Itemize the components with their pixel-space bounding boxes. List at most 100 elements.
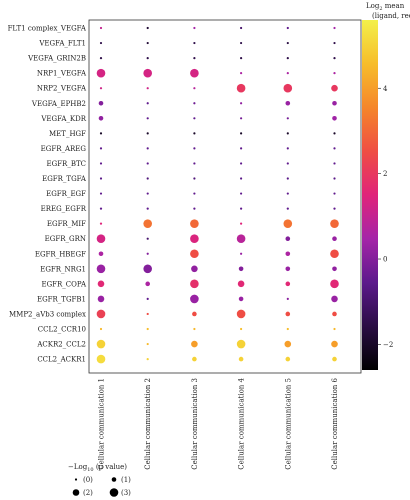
dot — [99, 147, 103, 150]
dot — [286, 162, 289, 165]
dot — [143, 68, 152, 78]
dot — [193, 132, 196, 135]
dot — [146, 162, 149, 165]
dot — [97, 280, 105, 288]
dot — [146, 117, 149, 120]
dot — [240, 222, 243, 225]
dot — [96, 339, 106, 349]
dot — [283, 83, 293, 93]
dot — [191, 340, 198, 348]
dot — [286, 297, 289, 300]
dot — [98, 251, 104, 257]
dot — [240, 102, 243, 105]
dot — [333, 26, 336, 30]
row-label: EGFR_NRG1 — [40, 265, 86, 273]
dot — [240, 207, 243, 210]
dot — [333, 192, 336, 195]
colorbar-title: Log2 mean — [366, 2, 405, 12]
dot — [99, 132, 103, 135]
dot — [330, 249, 339, 259]
dot — [240, 26, 243, 30]
dot — [285, 266, 291, 272]
dot — [332, 266, 337, 272]
dot — [190, 219, 199, 228]
dot — [285, 311, 291, 317]
dot — [285, 100, 291, 106]
dot — [331, 84, 338, 92]
dot — [193, 87, 196, 90]
dot — [96, 68, 106, 78]
row-label: EREG_EGFR — [41, 205, 87, 213]
dot — [192, 356, 197, 362]
row-label: VEGFA_KDR — [40, 115, 86, 123]
legend-dot — [74, 478, 78, 481]
colorbar-tick-label: −2 — [383, 341, 393, 349]
dot — [238, 266, 244, 272]
legend-label: (3) — [121, 489, 131, 497]
dot — [99, 26, 103, 30]
dot — [238, 296, 244, 302]
legend-label: (2) — [83, 489, 93, 497]
dot — [96, 234, 106, 243]
dot — [190, 279, 199, 289]
colorbar-gradient — [362, 20, 378, 370]
dot — [193, 102, 196, 105]
dot — [238, 356, 244, 362]
dot — [96, 309, 106, 319]
dot — [145, 281, 150, 287]
row-label: CCL2_CCR10 — [38, 326, 86, 334]
dot — [286, 177, 289, 180]
row-label: EGFR_MIF — [47, 220, 86, 228]
size-legend: −Log10 (p value) (0) (1) (2) (3) — [68, 463, 131, 497]
dot — [146, 177, 149, 180]
row-label: EGFR_GRN — [45, 235, 86, 243]
dot — [240, 327, 243, 331]
dot — [332, 236, 337, 241]
dot — [193, 26, 196, 30]
dot — [333, 147, 336, 150]
dot — [236, 234, 246, 243]
column-label: Cellular communication 1 — [98, 378, 106, 470]
dot — [286, 132, 289, 135]
dot — [333, 207, 336, 210]
dot — [193, 177, 196, 180]
dot — [99, 222, 103, 225]
dot — [97, 295, 105, 303]
dot — [237, 280, 245, 288]
colorbar-tick-label: 2 — [383, 170, 387, 178]
dot — [284, 340, 292, 348]
column-label: Cellular communication 6 — [331, 377, 339, 469]
dot — [146, 358, 149, 361]
dot — [333, 57, 336, 60]
dot — [236, 309, 246, 319]
dot — [333, 177, 336, 180]
dot — [146, 342, 149, 346]
row-label: MMP2_aVb3 complex — [9, 310, 86, 318]
dot — [332, 311, 337, 317]
dot — [240, 147, 243, 150]
colorbar-subtitle: (ligand, receptor) — [372, 12, 410, 20]
row-label: VEGFA_GRIN2B — [27, 55, 86, 63]
dot — [332, 356, 337, 362]
row-label: ACKR2_CCL2 — [36, 341, 86, 349]
dot — [332, 100, 337, 106]
dots — [96, 26, 339, 364]
dot — [285, 356, 291, 362]
legend-label: (0) — [83, 476, 93, 484]
dot — [99, 87, 103, 90]
dot — [286, 72, 289, 75]
dot — [99, 327, 103, 331]
dot — [240, 162, 243, 165]
dot — [99, 192, 103, 195]
dot — [193, 147, 196, 150]
dot — [193, 117, 196, 120]
dot — [146, 237, 149, 240]
dot — [333, 72, 336, 75]
row-label: EGFR_EGF — [46, 190, 86, 198]
dot — [286, 26, 289, 30]
row-label: CCL2_ACKR1 — [37, 356, 86, 364]
dot — [146, 312, 149, 316]
dot — [193, 162, 196, 165]
dot — [285, 251, 291, 257]
